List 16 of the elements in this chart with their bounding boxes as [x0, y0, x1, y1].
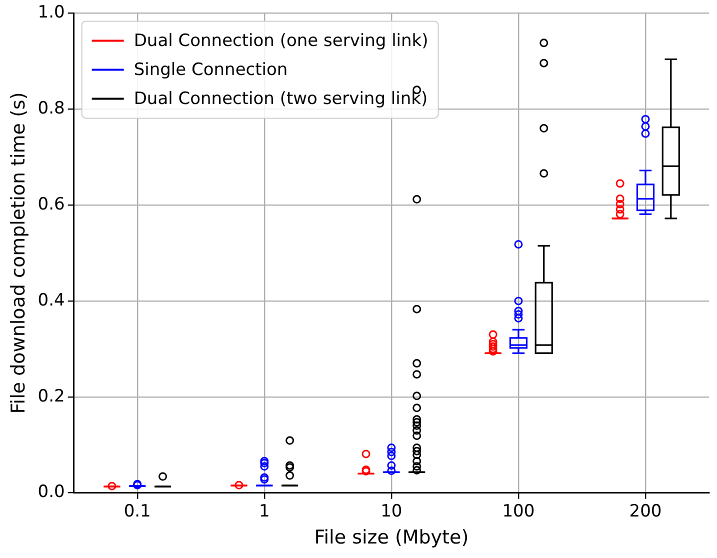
- legend-label: Dual Connection (two serving link): [134, 89, 428, 110]
- y-axis-title: File download completion time (s): [7, 92, 30, 414]
- y-tick-label: 0.4: [38, 290, 65, 310]
- x-tick-label: 0.1: [124, 501, 151, 522]
- x-tick-label: 1: [258, 501, 270, 522]
- legend-label: Single Connection: [134, 60, 288, 80]
- x-tick-label: 100: [502, 501, 535, 522]
- y-tick-label: 0.8: [38, 98, 65, 119]
- y-tick-label: 0.2: [38, 386, 65, 406]
- legend-label: Dual Connection (one serving link): [134, 31, 428, 52]
- x-tick-label: 10: [380, 501, 402, 522]
- x-axis-title: File size (Mbyte): [314, 526, 469, 549]
- y-tick-label: 0.6: [38, 194, 65, 214]
- x-tick-label: 200: [629, 501, 662, 522]
- y-tick-label: 0.0: [38, 482, 65, 502]
- y-tick-label: 1.0: [38, 2, 65, 23]
